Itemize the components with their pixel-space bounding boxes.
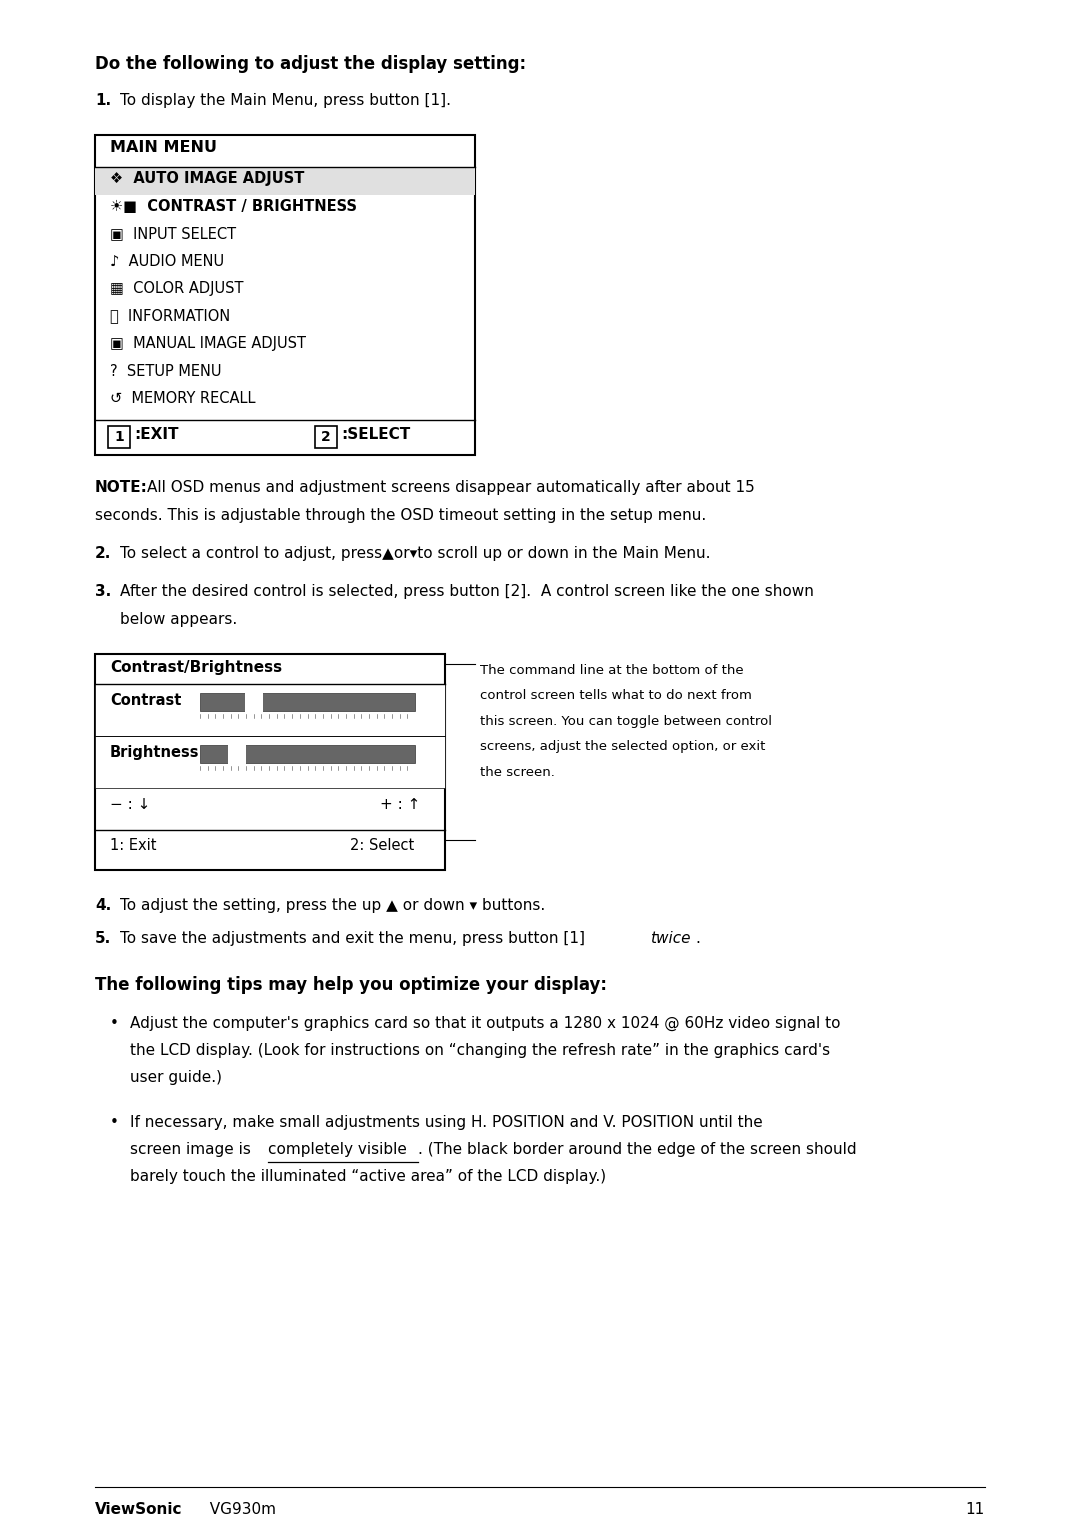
Text: Adjust the computer's graphics card so that it outputs a 1280 x 1024 @ 60Hz vide: Adjust the computer's graphics card so t… bbox=[130, 1015, 840, 1031]
Text: Contrast/Brightness: Contrast/Brightness bbox=[110, 660, 282, 675]
Text: 3.: 3. bbox=[95, 583, 111, 599]
Text: . (The black border around the edge of the screen should: . (The black border around the edge of t… bbox=[418, 1142, 856, 1156]
FancyBboxPatch shape bbox=[95, 654, 445, 869]
Text: 1.: 1. bbox=[95, 93, 111, 108]
Text: To select a control to adjust, press▲or▾to scroll up or down in the Main Menu.: To select a control to adjust, press▲or▾… bbox=[120, 545, 711, 560]
Text: The following tips may help you optimize your display:: The following tips may help you optimize… bbox=[95, 976, 607, 994]
Text: user guide.): user guide.) bbox=[130, 1069, 222, 1084]
Text: MAIN MENU: MAIN MENU bbox=[110, 140, 217, 156]
Text: :SELECT: :SELECT bbox=[341, 426, 410, 441]
Text: 1: Exit: 1: Exit bbox=[110, 837, 157, 852]
Text: 2: Select: 2: Select bbox=[350, 837, 415, 852]
Text: ViewSonic: ViewSonic bbox=[95, 1503, 183, 1516]
Text: If necessary, make small adjustments using H. POSITION and V. POSITION until the: If necessary, make small adjustments usi… bbox=[130, 1115, 762, 1130]
Text: ⓘ  INFORMATION: ⓘ INFORMATION bbox=[110, 308, 230, 324]
FancyBboxPatch shape bbox=[108, 426, 130, 447]
Text: •: • bbox=[110, 1015, 119, 1031]
Text: •: • bbox=[110, 1115, 119, 1130]
Text: this screen. You can toggle between control: this screen. You can toggle between cont… bbox=[480, 715, 772, 727]
FancyBboxPatch shape bbox=[245, 692, 264, 712]
Text: twice: twice bbox=[650, 930, 690, 945]
Text: below appears.: below appears. bbox=[120, 611, 238, 626]
Text: seconds. This is adjustable through the OSD timeout setting in the setup menu.: seconds. This is adjustable through the … bbox=[95, 507, 706, 522]
Text: Contrast: Contrast bbox=[110, 693, 181, 707]
Text: − : ↓: − : ↓ bbox=[110, 797, 150, 811]
Text: NOTE:: NOTE: bbox=[95, 479, 148, 495]
Text: To display the Main Menu, press button [1].: To display the Main Menu, press button [… bbox=[120, 93, 451, 108]
Text: 5.: 5. bbox=[95, 930, 111, 945]
Text: completely visible: completely visible bbox=[268, 1142, 407, 1156]
Text: control screen tells what to do next from: control screen tells what to do next fro… bbox=[480, 689, 752, 702]
Text: 2: 2 bbox=[321, 431, 330, 444]
Text: screens, adjust the selected option, or exit: screens, adjust the selected option, or … bbox=[480, 741, 766, 753]
Text: Do the following to adjust the display setting:: Do the following to adjust the display s… bbox=[95, 55, 526, 73]
Text: 2.: 2. bbox=[95, 545, 111, 560]
Text: the screen.: the screen. bbox=[480, 765, 555, 779]
FancyBboxPatch shape bbox=[315, 426, 337, 447]
FancyBboxPatch shape bbox=[200, 693, 415, 710]
Text: After the desired control is selected, press button [2].  A control screen like : After the desired control is selected, p… bbox=[120, 583, 814, 599]
Text: the LCD display. (Look for instructions on “changing the refresh rate” in the gr: the LCD display. (Look for instructions … bbox=[130, 1043, 831, 1058]
Text: The command line at the bottom of the: The command line at the bottom of the bbox=[480, 664, 744, 676]
Text: 4.: 4. bbox=[95, 898, 111, 913]
Text: ?  SETUP MENU: ? SETUP MENU bbox=[110, 363, 221, 379]
Text: barely touch the illuminated “active area” of the LCD display.): barely touch the illuminated “active are… bbox=[130, 1168, 606, 1183]
Text: Brightness: Brightness bbox=[110, 745, 200, 759]
Text: 1: 1 bbox=[114, 431, 124, 444]
Text: VG930m: VG930m bbox=[200, 1503, 276, 1516]
FancyBboxPatch shape bbox=[200, 745, 415, 762]
Text: All OSD menus and adjustment screens disappear automatically after about 15: All OSD menus and adjustment screens dis… bbox=[147, 479, 755, 495]
Text: screen image is: screen image is bbox=[130, 1142, 256, 1156]
Text: ▣  MANUAL IMAGE ADJUST: ▣ MANUAL IMAGE ADJUST bbox=[110, 336, 306, 351]
Text: ☀■  CONTRAST / BRIGHTNESS: ☀■ CONTRAST / BRIGHTNESS bbox=[110, 199, 357, 214]
Text: To adjust the setting, press the up ▲ or down ▾ buttons.: To adjust the setting, press the up ▲ or… bbox=[120, 898, 545, 913]
Text: ▦  COLOR ADJUST: ▦ COLOR ADJUST bbox=[110, 281, 243, 296]
Text: 11: 11 bbox=[966, 1503, 985, 1516]
FancyBboxPatch shape bbox=[95, 736, 445, 788]
Text: To save the adjustments and exit the menu, press button [1]: To save the adjustments and exit the men… bbox=[120, 930, 590, 945]
Text: ❖  AUTO IMAGE ADJUST: ❖ AUTO IMAGE ADJUST bbox=[110, 171, 305, 186]
FancyBboxPatch shape bbox=[228, 744, 246, 764]
Text: + : ↑: + : ↑ bbox=[380, 797, 420, 811]
FancyBboxPatch shape bbox=[95, 166, 475, 194]
FancyBboxPatch shape bbox=[95, 134, 475, 455]
Text: .: . bbox=[696, 930, 700, 945]
Text: ♪  AUDIO MENU: ♪ AUDIO MENU bbox=[110, 253, 225, 269]
Text: ↺  MEMORY RECALL: ↺ MEMORY RECALL bbox=[110, 391, 256, 406]
Text: ▣  INPUT SELECT: ▣ INPUT SELECT bbox=[110, 226, 237, 241]
FancyBboxPatch shape bbox=[95, 684, 445, 736]
Text: :EXIT: :EXIT bbox=[134, 426, 178, 441]
